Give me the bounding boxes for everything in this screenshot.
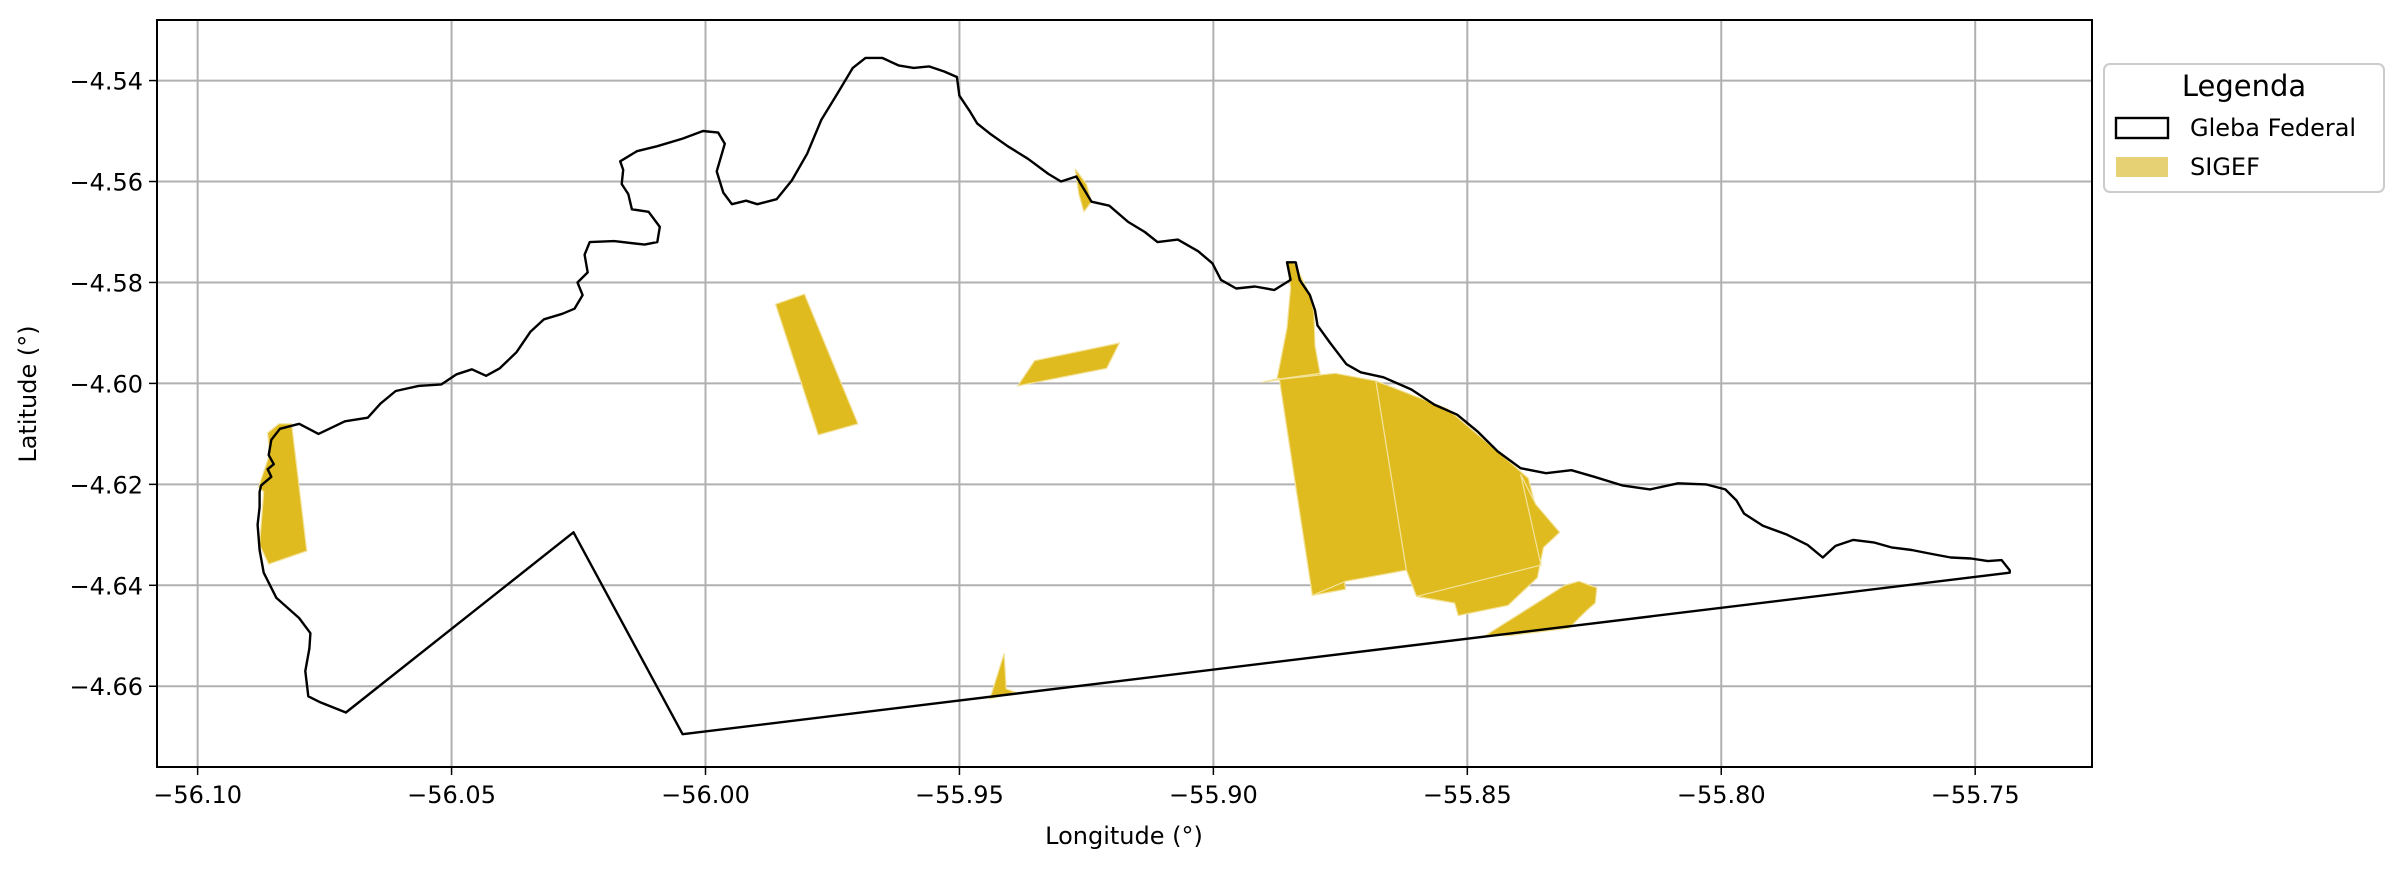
x-tick-label: −56.05 <box>407 781 496 809</box>
legend-sigef-swatch <box>2116 157 2168 177</box>
legend-gleba-label: Gleba Federal <box>2190 114 2356 142</box>
legend-gleba-swatch <box>2114 116 2170 140</box>
y-tick-label: −4.58 <box>69 269 143 297</box>
x-tick-label: −55.90 <box>1169 781 1258 809</box>
sigef-parcel <box>774 293 859 436</box>
grid-layer <box>157 20 2092 767</box>
legend-frame <box>2103 63 2385 193</box>
y-axis-title: Latitude (°) <box>14 325 42 462</box>
x-axis-title: Longitude (°) <box>1045 822 1203 850</box>
y-tick-label: −4.62 <box>69 471 143 499</box>
x-tick-label: −56.00 <box>661 781 750 809</box>
x-tick-label: −55.80 <box>1677 781 1766 809</box>
legend-sigef-label: SIGEF <box>2190 153 2260 181</box>
sigef-parcel <box>1016 342 1121 387</box>
sigef-parcel <box>257 423 308 565</box>
legend-title: Legenda <box>2182 69 2306 103</box>
x-axis-ticks: −56.10 −56.05 −56.00 −55.95 −55.90 −55.85 −55.… <box>153 767 2020 809</box>
x-tick-label: −55.75 <box>1931 781 2020 809</box>
y-tick-label: −4.64 <box>69 572 143 600</box>
plot-frame <box>156 19 2093 768</box>
x-tick-label: −55.95 <box>915 781 1004 809</box>
x-tick-label: −55.85 <box>1423 781 1512 809</box>
sigef-parcel <box>1276 261 1321 381</box>
y-axis-ticks: −4.54 −4.56 −4.58 −4.60 −4.62 −4.64 −4.66 <box>69 68 157 701</box>
legend: Legenda Gleba Federal SIGEF <box>2103 63 2385 193</box>
sigef-parcel <box>1416 474 1561 617</box>
gleba-federal-boundary <box>256 56 2011 736</box>
y-tick-label: −4.54 <box>69 68 143 96</box>
sigef-parcel <box>989 653 1018 700</box>
y-tick-label: −4.60 <box>69 370 143 398</box>
sigef-parcel <box>1484 580 1598 637</box>
sigef-layer <box>257 168 1598 700</box>
y-tick-label: −4.66 <box>69 673 143 701</box>
y-tick-label: −4.56 <box>69 169 143 197</box>
x-tick-label: −56.10 <box>153 781 242 809</box>
gleba-federal-layer <box>256 56 2011 736</box>
